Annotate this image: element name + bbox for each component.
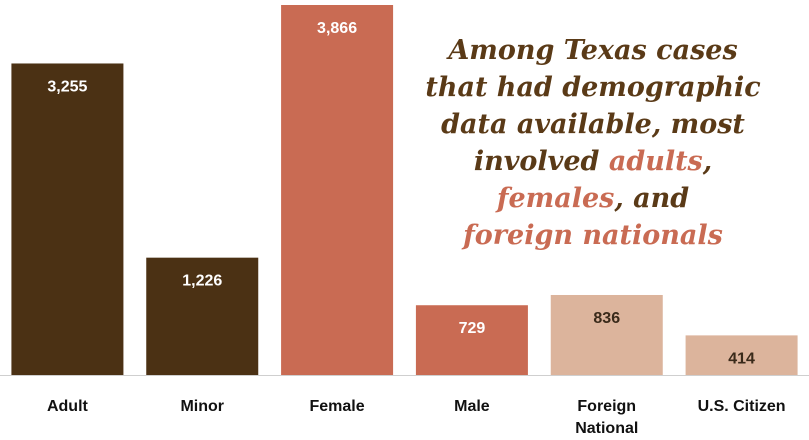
bar: [146, 257, 259, 375]
annotation-line: data available, most: [398, 106, 788, 143]
annotation-text: , and: [614, 183, 690, 214]
value-label: 729: [459, 320, 486, 337]
annotation-line: involved adults,: [398, 143, 788, 180]
annotation-line: that had demographic: [398, 69, 788, 106]
annotation-text: foreign nationals: [463, 220, 723, 251]
x-tick-label: U.S. Citizen: [698, 398, 786, 415]
value-label: 414: [728, 350, 755, 367]
annotation-text: ,: [702, 146, 713, 177]
x-tick-label: Minor: [180, 398, 224, 415]
value-label: 1,226: [182, 273, 222, 290]
annotation-text: adults: [608, 146, 703, 177]
annotation-text: that had demographic: [425, 72, 761, 103]
annotation-text: involved: [473, 146, 609, 177]
value-label: 3,866: [317, 20, 357, 37]
annotation-text: Among Texas cases: [448, 35, 738, 66]
x-tick-label: Female: [310, 398, 365, 415]
value-label: 836: [593, 310, 620, 327]
annotation-text: data available, most: [441, 109, 745, 140]
annotation-line: females, and: [398, 180, 788, 217]
annotation-line: Among Texas cases: [398, 32, 788, 69]
bar: [281, 5, 394, 375]
bar: [550, 294, 663, 375]
value-label: 3,255: [47, 78, 87, 95]
bar: [415, 305, 528, 375]
x-tick-label: Adult: [47, 398, 89, 415]
annotation-text: females: [496, 183, 615, 214]
x-tick-label: Male: [454, 398, 490, 415]
x-tick-label: Foreign National: [575, 398, 638, 437]
annotation-line: foreign nationals: [398, 217, 788, 254]
bar: [685, 335, 798, 375]
annotation: Among Texas cases that had demographic dat…: [398, 32, 788, 254]
bar: [11, 63, 124, 375]
